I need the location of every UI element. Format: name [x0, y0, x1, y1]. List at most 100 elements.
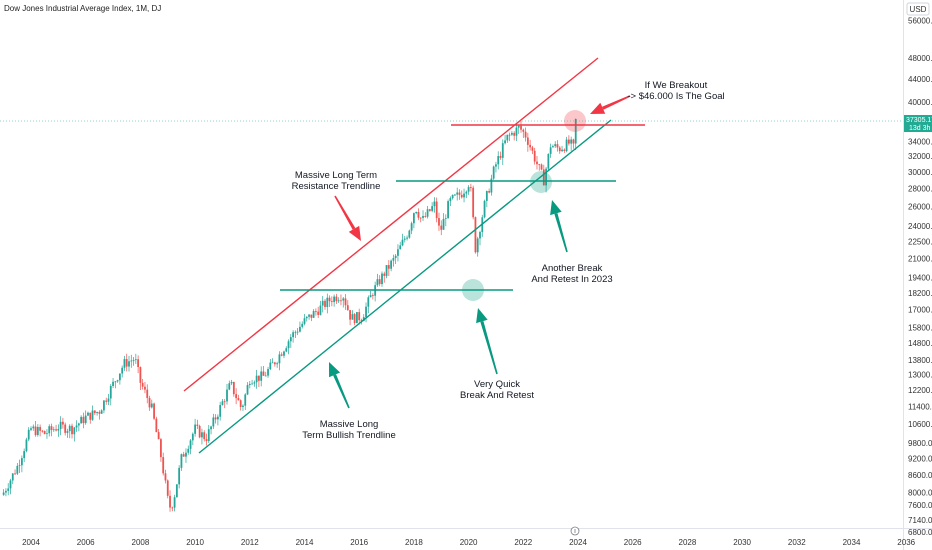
x-axis[interactable]: 2004 2006 2008 2010 2012 2014 2016 2018 2020 2022…	[22, 538, 916, 547]
candle	[93, 410, 96, 416]
candle	[180, 453, 183, 471]
candle	[561, 145, 563, 153]
candle	[574, 118, 577, 151]
candle	[169, 490, 171, 512]
candle	[387, 260, 390, 277]
candle	[242, 404, 244, 411]
y-tick-label: 22500.00	[908, 238, 932, 247]
last-price-tag[interactable]: 37305.1713d 3h	[904, 115, 932, 132]
candle	[497, 151, 500, 170]
candle	[328, 295, 331, 308]
candle	[189, 438, 192, 455]
drawings[interactable]: If We Breakout-> $46.000 Is The Goal Mass…	[183, 57, 725, 454]
candle	[235, 388, 238, 405]
candle	[556, 140, 559, 152]
resistance-arrow[interactable]	[334, 195, 361, 241]
x-tick-label: 2010	[186, 538, 204, 547]
candle	[351, 310, 354, 320]
x-tick-label: 2014	[296, 538, 314, 547]
candle	[358, 308, 361, 325]
candle	[191, 432, 194, 445]
y-axis[interactable]: 56000.0048000.0044000.0040000.0036000.00…	[908, 16, 932, 536]
chart-title: Dow Jones Industrial Average Index, 1M, …	[4, 4, 161, 13]
candle	[210, 425, 212, 435]
support-trendline[interactable]	[198, 119, 612, 454]
candle	[96, 411, 98, 416]
resistance-trendline[interactable]	[183, 57, 599, 392]
candle	[431, 202, 434, 213]
candle	[43, 430, 46, 435]
y-tick-label: 11400.00	[908, 402, 932, 411]
candle	[267, 366, 269, 378]
x-tick-label: 2020	[460, 538, 478, 547]
candle	[392, 254, 395, 267]
candle	[524, 127, 527, 142]
candle	[413, 212, 415, 229]
candle	[467, 185, 470, 195]
breakout-arrow[interactable]	[590, 95, 631, 114]
candle	[185, 448, 187, 463]
candle	[166, 479, 169, 499]
candle	[435, 197, 438, 223]
candle	[529, 139, 532, 151]
candle	[314, 308, 317, 316]
candle	[9, 478, 12, 495]
currency-label: USD	[910, 5, 927, 14]
candle	[34, 421, 37, 437]
candle	[333, 294, 336, 307]
retest-2023-arrow[interactable]	[550, 200, 568, 253]
candle	[114, 380, 117, 389]
candle	[175, 484, 178, 498]
y-tick-label: 14800.00	[908, 339, 932, 348]
candle	[531, 145, 534, 155]
candle	[59, 416, 62, 436]
candle	[406, 235, 408, 241]
currency-button[interactable]	[906, 2, 930, 16]
candle	[572, 138, 575, 149]
candles[interactable]	[2, 118, 577, 512]
y-tick-label: 19400.00	[908, 274, 932, 283]
y-tick-label: 48000.00	[908, 54, 932, 63]
candle	[39, 424, 42, 437]
annotation-line: Break And Retest	[460, 390, 534, 401]
candle	[335, 293, 338, 305]
bullish-trendline-arrow[interactable]	[329, 362, 350, 409]
candle	[84, 410, 87, 425]
annotation-line: Massive Long	[320, 419, 379, 430]
candle	[123, 355, 126, 371]
candle	[144, 381, 146, 394]
candle	[385, 265, 388, 279]
breakout-annotation[interactable]: If We Breakout-> $46.000 Is The Goal	[627, 80, 724, 102]
retest-2020-arrow[interactable]	[476, 308, 498, 375]
candle	[381, 271, 383, 287]
candle	[278, 351, 281, 371]
candle	[344, 294, 347, 310]
candle	[137, 355, 140, 374]
candle	[408, 229, 411, 239]
candle	[511, 131, 513, 136]
candle	[64, 422, 67, 436]
candle	[253, 380, 256, 387]
candle	[162, 452, 165, 476]
candle	[428, 208, 431, 212]
candle	[73, 426, 76, 442]
candle	[98, 410, 101, 420]
candle	[116, 379, 119, 383]
candle	[447, 199, 449, 219]
candle	[492, 165, 495, 180]
candle	[513, 131, 516, 141]
candle	[150, 399, 153, 409]
candle	[508, 132, 511, 142]
candle	[476, 236, 479, 257]
x-tick-label: 2006	[77, 538, 95, 547]
candle	[157, 428, 160, 440]
candle	[77, 422, 80, 432]
candle	[5, 488, 7, 497]
candle	[258, 375, 260, 388]
